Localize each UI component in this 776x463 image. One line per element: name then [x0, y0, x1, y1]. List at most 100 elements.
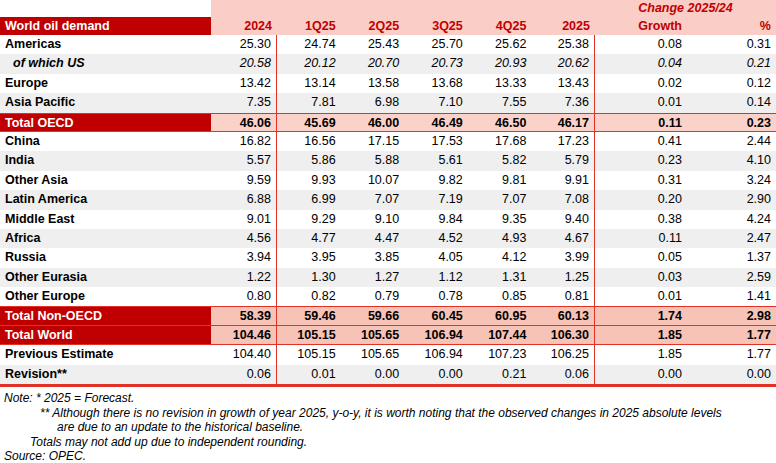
table-row: Other Eurasia1.221.301.271.121.311.250.0… — [0, 268, 776, 287]
table-row: Revision**0.060.010.000.000.210.060.000.… — [0, 365, 776, 384]
cell-q3: 17.53 — [404, 132, 468, 151]
cell-q4: 9.35 — [468, 210, 532, 229]
cell-growth: 0.41 — [595, 132, 687, 151]
cell-y2025: 46.17 — [531, 114, 595, 131]
cell-q2: 105.65 — [341, 326, 405, 344]
header-2024: 2024 — [211, 17, 277, 35]
cell-y2025: 7.08 — [531, 190, 595, 209]
cell-q1: 1.30 — [277, 268, 341, 287]
cell-q4: 107.23 — [468, 345, 532, 364]
cell-y2025: 20.62 — [531, 54, 595, 73]
cell-q3: 46.49 — [404, 114, 468, 131]
cell-q4: 46.50 — [468, 114, 532, 131]
cell-growth: 1.85 — [595, 326, 687, 344]
cell-y2025: 3.99 — [531, 248, 595, 267]
cell-y2024: 7.35 — [211, 93, 277, 112]
cell-growth: 0.23 — [595, 151, 687, 170]
header-1q25: 1Q25 — [277, 17, 341, 35]
cell-q1: 9.29 — [277, 210, 341, 229]
cell-q4: 5.82 — [468, 151, 532, 170]
cell-y2024: 104.46 — [211, 326, 277, 344]
row-label: Americas — [0, 35, 211, 54]
footnotes: Note: * 2025 = Forecast. ** Although the… — [0, 387, 776, 463]
cell-pct: 2.98 — [687, 307, 776, 324]
cell-pct: 1.41 — [687, 287, 776, 306]
cell-y2025: 9.40 — [531, 210, 595, 229]
cell-q2: 25.43 — [341, 35, 405, 54]
cell-q3: 9.82 — [404, 171, 468, 190]
band-spacer — [0, 0, 211, 17]
row-label: Latin America — [0, 190, 211, 209]
cell-pct: 0.31 — [687, 35, 776, 54]
cell-y2024: 9.01 — [211, 210, 277, 229]
cell-q1: 24.74 — [277, 35, 341, 54]
cell-q1: 20.12 — [277, 54, 341, 73]
row-label: Total World — [0, 326, 211, 344]
cell-q1: 59.46 — [277, 307, 341, 324]
cell-growth: 0.03 — [595, 268, 687, 287]
table-row: Asia Pacific7.357.816.987.107.557.360.01… — [0, 93, 776, 112]
cell-q1: 105.15 — [277, 345, 341, 364]
cell-q2: 105.65 — [341, 345, 405, 364]
cell-y2025: 17.23 — [531, 132, 595, 151]
header-percent: % — [687, 17, 776, 35]
cell-q2: 7.07 — [341, 190, 405, 209]
cell-y2024: 58.39 — [211, 307, 277, 324]
cell-q1: 13.14 — [277, 74, 341, 93]
cell-y2025: 106.30 — [531, 326, 595, 344]
cell-pct: 1.77 — [687, 345, 776, 364]
cell-growth: 0.05 — [595, 248, 687, 267]
cell-pct: 2.90 — [687, 190, 776, 209]
row-label: Russia — [0, 248, 211, 267]
table-row: Russia3.943.953.854.054.123.990.051.37 — [0, 248, 776, 267]
cell-q1: 105.15 — [277, 326, 341, 344]
cell-growth: 0.38 — [595, 210, 687, 229]
cell-q2: 59.66 — [341, 307, 405, 324]
cell-q1: 3.95 — [277, 248, 341, 267]
cell-q4: 7.55 — [468, 93, 532, 112]
row-label: Other Eurasia — [0, 268, 211, 287]
table-row: Previous Estimate104.40105.15105.65106.9… — [0, 345, 776, 364]
table-row: Europe13.4213.1413.5813.6813.3313.430.02… — [0, 74, 776, 93]
cell-q4: 107.44 — [468, 326, 532, 344]
table-row: Latin America6.886.997.077.197.077.080.2… — [0, 190, 776, 209]
cell-q3: 106.94 — [404, 345, 468, 364]
table-row: Other Europe0.800.820.790.780.850.810.01… — [0, 287, 776, 306]
cell-q3: 4.52 — [404, 229, 468, 248]
cell-growth: 1.85 — [595, 345, 687, 364]
cell-q1: 0.82 — [277, 287, 341, 306]
cell-growth: 0.11 — [595, 229, 687, 248]
cell-q3: 106.94 — [404, 326, 468, 344]
table-header-row: World oil demand 2024 1Q25 2Q25 3Q25 4Q2… — [0, 17, 776, 35]
cell-pct: 0.00 — [687, 365, 776, 384]
cell-pct: 1.77 — [687, 326, 776, 344]
cell-y2025: 0.81 — [531, 287, 595, 306]
cell-q3: 13.68 — [404, 74, 468, 93]
note-source: Source: OPEC. — [4, 449, 776, 463]
note-revision-2: are due to an update to the historical b… — [57, 420, 776, 435]
cell-y2024: 1.22 — [211, 268, 277, 287]
cell-q1: 45.69 — [277, 114, 341, 131]
cell-q1: 6.99 — [277, 190, 341, 209]
cell-q2: 20.70 — [341, 54, 405, 73]
cell-q3: 7.10 — [404, 93, 468, 112]
cell-y2025: 25.38 — [531, 35, 595, 54]
cell-growth: 0.04 — [595, 54, 687, 73]
cell-y2024: 0.06 — [211, 365, 277, 384]
table-row: Americas25.3024.7425.4325.7025.6225.380.… — [0, 35, 776, 54]
row-label: India — [0, 151, 211, 170]
cell-growth: 1.74 — [595, 307, 687, 324]
header-2q25: 2Q25 — [341, 17, 405, 35]
cell-growth: 0.31 — [595, 171, 687, 190]
cell-q1: 16.56 — [277, 132, 341, 151]
row-label: Middle East — [0, 210, 211, 229]
cell-q4: 25.62 — [468, 35, 532, 54]
table-row: Total Non-OECD58.3959.4659.6660.4560.956… — [0, 306, 776, 325]
cell-y2025: 7.36 — [531, 93, 595, 112]
cell-q2: 17.15 — [341, 132, 405, 151]
cell-q3: 20.73 — [404, 54, 468, 73]
cell-y2024: 25.30 — [211, 35, 277, 54]
cell-q3: 60.45 — [404, 307, 468, 324]
row-label: of which US — [0, 54, 211, 73]
cell-y2025: 13.43 — [531, 74, 595, 93]
